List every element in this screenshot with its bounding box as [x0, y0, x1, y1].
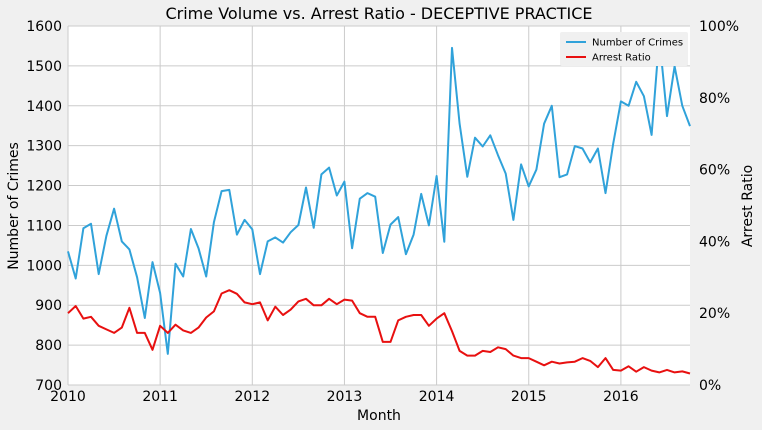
x-tick-label: 2010: [50, 389, 86, 405]
y-left-tick-label: 1200: [26, 179, 62, 195]
y-right-tick-label: 20%: [699, 306, 730, 322]
y-left-tick-label: 1400: [26, 99, 62, 115]
legend-label-crimes: Number of Crimes: [592, 38, 683, 49]
x-tick-label: 2013: [327, 389, 363, 405]
y-left-tick-label: 1300: [26, 139, 62, 155]
legend: Number of Crimes Arrest Ratio: [560, 32, 688, 66]
y-left-tick-label: 1000: [26, 258, 62, 274]
y-left-tick-label: 900: [35, 298, 62, 314]
y-right-tick-labels: 0% 20% 40% 60% 80% 100%: [699, 19, 739, 394]
y-left-tick-label: 700: [35, 378, 62, 394]
legend-box: [560, 32, 688, 66]
series-line-number-of-crimes: [67, 36, 691, 355]
y-left-tick-label: 1600: [26, 19, 62, 35]
series-layer: [67, 36, 691, 375]
x-axis-label: Month: [357, 408, 401, 424]
y-left-axis-label: Number of Crimes: [6, 142, 22, 270]
y-left-tick-labels: 700 800 900 1000 1100 1200 1300 1400 1500 1600: [26, 19, 62, 394]
plot-area: [68, 26, 690, 385]
chart-title: Crime Volume vs. Arrest Ratio - DECEPTIV…: [165, 4, 592, 23]
x-tick-label: 2016: [603, 389, 639, 405]
y-left-tick-label: 800: [35, 338, 62, 354]
y-right-tick-label: 100%: [699, 19, 739, 35]
y-right-tick-label: 60%: [699, 163, 730, 179]
y-right-tick-label: 80%: [699, 91, 730, 107]
series-line-arrest-ratio: [67, 289, 691, 375]
y-right-tick-label: 0%: [699, 378, 721, 394]
grid: [67, 25, 690, 386]
x-tick-label: 2015: [511, 389, 547, 405]
y-right-axis-label: Arrest Ratio: [740, 165, 756, 247]
x-tick-label: 2014: [419, 389, 455, 405]
y-left-tick-label: 1500: [26, 59, 62, 75]
y-left-tick-label: 1100: [26, 218, 62, 234]
legend-label-arrest: Arrest Ratio: [592, 53, 651, 64]
y-right-tick-label: 40%: [699, 234, 730, 250]
x-tick-labels: 2010 2011 2012 2013 2014 2015 2016: [50, 389, 639, 405]
x-tick-label: 2012: [234, 389, 270, 405]
x-tick-label: 2011: [142, 389, 178, 405]
